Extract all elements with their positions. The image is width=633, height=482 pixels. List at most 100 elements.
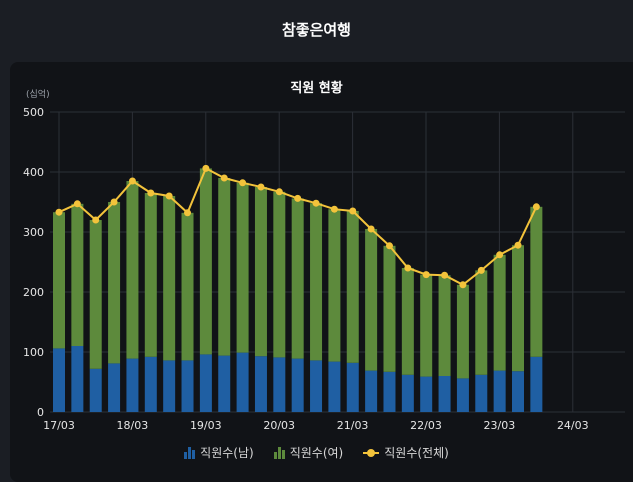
y-axis-unit-label: (십억) <box>26 90 50 100</box>
total-point <box>92 216 100 224</box>
bar-female <box>401 268 414 375</box>
legend-label-female: 직원수(여) <box>289 446 344 460</box>
total-point <box>55 208 63 216</box>
x-tick-label: 24/03 <box>557 419 589 432</box>
total-point <box>496 251 504 259</box>
total-point <box>110 198 118 206</box>
bar-female <box>310 203 323 361</box>
bar-male <box>144 356 157 412</box>
bar-male <box>420 376 433 412</box>
bar-female <box>218 178 231 356</box>
total-point <box>73 200 81 208</box>
legend-label-total: 직원수(전체) <box>384 446 449 460</box>
bar-female <box>144 193 157 357</box>
bar-male <box>218 355 231 412</box>
bar-male <box>53 348 65 412</box>
total-point <box>147 189 155 197</box>
bar-female <box>383 245 396 372</box>
bar-male <box>346 362 359 412</box>
total-point <box>441 271 449 279</box>
stacked-bar-line-chart: 0 100 200 300 400 500 17/03 18/03 19/03 20/03 21/0… <box>23 106 625 432</box>
y-tick-label: 500 <box>23 106 44 119</box>
bar-male <box>401 374 414 412</box>
total-point <box>349 207 357 215</box>
bar-series-icon <box>184 446 196 459</box>
total-point <box>239 179 247 187</box>
legend-item-male[interactable]: 직원수(남) <box>184 444 254 461</box>
y-tick-label: 200 <box>23 286 44 299</box>
legend: 직원수(남) 직원수(여) 직원수(전체) <box>0 444 633 461</box>
bar-male <box>163 360 176 412</box>
bar-female <box>53 212 65 349</box>
bar-female <box>89 220 102 369</box>
total-point <box>312 199 320 207</box>
total-point <box>532 203 540 211</box>
total-point <box>367 225 375 233</box>
bar-female <box>163 196 176 361</box>
bar-male <box>273 357 286 412</box>
bar-female <box>236 182 249 353</box>
legend-item-total[interactable]: 직원수(전체) <box>363 444 449 461</box>
bar-female <box>420 274 433 377</box>
bar-male <box>126 358 139 412</box>
x-tick-label: 18/03 <box>117 419 149 432</box>
y-tick-label: 0 <box>37 406 44 419</box>
y-tick-label: 300 <box>23 226 44 239</box>
bar-male <box>530 356 543 412</box>
chart-title: 직원 현황 <box>290 81 343 96</box>
bar-male <box>438 376 451 412</box>
bar-female <box>199 168 212 355</box>
total-point <box>220 174 228 182</box>
bar-male <box>108 363 121 412</box>
bar-female <box>291 198 304 359</box>
x-tick-label: 20/03 <box>263 419 295 432</box>
bar-female <box>126 181 139 359</box>
bar-female <box>181 212 194 361</box>
bar-female <box>475 270 488 375</box>
total-point <box>459 281 467 289</box>
bar-male <box>365 370 378 412</box>
total-point <box>422 271 430 279</box>
total-point <box>275 188 283 196</box>
total-point <box>477 266 485 274</box>
total-point <box>330 205 338 213</box>
bar-female <box>456 284 469 379</box>
total-line <box>55 164 540 289</box>
y-tick-label: 100 <box>23 346 44 359</box>
total-point <box>514 241 522 249</box>
bar-series-icon <box>273 446 285 459</box>
line-series-icon <box>363 448 380 458</box>
axis-labels: 0 100 200 300 400 500 17/03 18/03 19/03 20/03 21/0… <box>23 106 589 432</box>
bar-female <box>493 254 506 371</box>
bar-male <box>291 358 304 412</box>
total-point <box>184 209 192 217</box>
bar-male <box>456 378 469 412</box>
app-header-title: 참좋은여행 <box>281 20 351 39</box>
y-tick-label: 400 <box>23 166 44 179</box>
legend-label-male: 직원수(남) <box>200 446 254 460</box>
bar-male <box>512 371 524 412</box>
total-point <box>294 194 302 202</box>
bar-male <box>310 360 323 412</box>
bar-female <box>254 187 267 357</box>
bar-male <box>89 368 102 412</box>
bar-female <box>71 203 84 346</box>
bar-male <box>236 352 249 412</box>
bar-male <box>475 374 488 412</box>
bar-female <box>365 229 378 371</box>
total-point <box>165 192 173 200</box>
bar-male <box>181 360 194 412</box>
bars <box>53 168 543 412</box>
bar-female <box>108 202 121 364</box>
bar-female <box>328 209 341 362</box>
x-tick-label: 19/03 <box>190 419 222 432</box>
total-point <box>385 242 393 250</box>
x-tick-label: 23/03 <box>484 419 516 432</box>
bar-male <box>328 361 341 412</box>
x-tick-label: 17/03 <box>43 419 75 432</box>
bar-male <box>199 354 212 412</box>
legend-item-female[interactable]: 직원수(여) <box>273 444 344 461</box>
bar-female <box>438 275 451 376</box>
total-point <box>202 164 210 172</box>
bar-male <box>383 371 396 412</box>
